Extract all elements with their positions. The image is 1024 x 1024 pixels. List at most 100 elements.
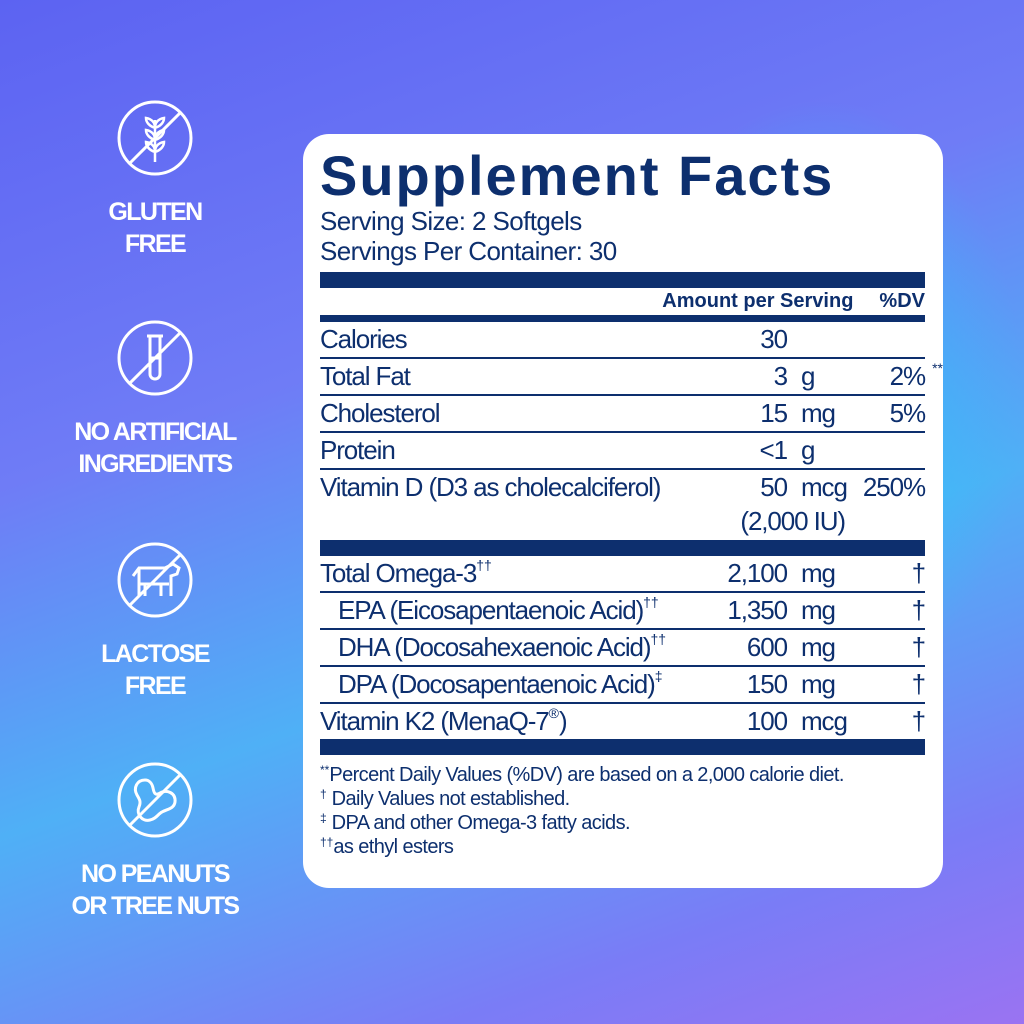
badge-no-nuts: NO PEANUTS OR TREE NUTS (55, 760, 255, 922)
badge-label: NO ARTIFICIAL (74, 418, 237, 446)
badge-no-artificial: NO ARTIFICIAL INGREDIENTS (55, 318, 255, 480)
divider-thick (320, 272, 925, 288)
nutrient-row: Cholesterol 15 mg 5% (320, 394, 927, 431)
badge-label: GLUTEN (108, 198, 203, 226)
dv-text: † (911, 632, 927, 662)
amount: 15 (687, 396, 788, 430)
nutrient-name: Protein (320, 433, 687, 467)
unit: mcg (787, 470, 848, 504)
amount: 1,350 (687, 593, 788, 627)
footnote-mark: ® (548, 705, 559, 721)
daily-value: † (845, 667, 927, 701)
nutrient-label: Protein (320, 435, 396, 465)
footnote-mark: ‡ (320, 811, 327, 825)
badge-lactose-free: LACTOSE FREE (55, 540, 255, 702)
nutrient-label-text: DPA (Docosapentaenoic Acid) (338, 669, 656, 699)
dv-value: † (911, 632, 927, 662)
nutrient-label: Total Omega-3†† (320, 557, 492, 589)
amount-value: 50 (760, 472, 788, 502)
amount-value: 3 (773, 361, 789, 391)
nutrient-row: EPA (Eicosapentaenoic Acid)†† 1,350 mg † (320, 591, 927, 628)
daily-value: 5% (845, 396, 927, 430)
nutrient-label: DHA (Docosahexaenoic Acid)†† (338, 632, 666, 663)
nutrient-label-text: Total Omega-3 (320, 558, 477, 588)
nutrient-label: DPA (Docosapentaenoic Acid)‡ (338, 668, 663, 700)
nutrient-row: Total Fat 3 g 2% ** (320, 357, 943, 394)
nutrient-label-text: Calories (320, 324, 408, 354)
unit: g (787, 359, 845, 393)
footnote-mark: ‡ (654, 668, 663, 684)
header-amount: Amount per Serving (662, 290, 854, 312)
daily-value: † (845, 593, 927, 627)
no-peanut-icon (117, 762, 193, 838)
amount: 100 (687, 704, 788, 738)
nutrient-row: Vitamin K2 (MenaQ-7®) 100 mcg † (320, 702, 927, 739)
unit-value: mg (801, 595, 836, 625)
amount: 600 (687, 630, 788, 664)
nutrient-row: Vitamin D (D3 as cholecalciferol) 50 (2,00… (320, 468, 926, 540)
footnote-text: ††as ethyl esters (320, 835, 454, 858)
footnote-body: Percent Daily Values (%DV) are based on … (329, 764, 844, 786)
dv-text: † (911, 669, 927, 699)
unit: g (787, 433, 845, 467)
no-cow-icon (117, 542, 193, 618)
badge-gluten-free: GLUTEN FREE (55, 98, 255, 260)
unit-value: mg (801, 632, 836, 662)
amount-value: 30 (760, 324, 788, 354)
amount: 150 (687, 667, 788, 701)
daily-value: † (845, 630, 927, 664)
footnote: ‡ DPA and other Omega-3 fatty acids. (320, 811, 925, 835)
footnote: ††as ethyl esters (320, 835, 925, 859)
dv-text: † (911, 595, 927, 625)
nutrient-label-text: Vitamin K2 (MenaQ-7 (320, 706, 550, 736)
nutrient-row: Calories 30 (320, 322, 925, 357)
dv-value: † (911, 669, 927, 699)
unit: mcg (787, 704, 848, 738)
nutrient-label: EPA (Eicosapentaenoic Acid)†† (338, 594, 659, 626)
amount: <1 (687, 433, 789, 467)
nutrient-row: DHA (Docosahexaenoic Acid)†† 600 mg † (320, 628, 927, 665)
footnote-mark: †† (476, 557, 492, 573)
nutrient-label-text: Total Fat (320, 361, 411, 391)
amount-value: 2,100 (727, 558, 788, 588)
nutrient-name: Total Omega-3†† (320, 556, 687, 590)
footnote: † Daily Values not established. (320, 787, 925, 811)
dv-text: † (911, 558, 927, 588)
unit-value: g (801, 361, 816, 391)
divider-thick (320, 540, 925, 556)
unit-value: g (801, 435, 816, 465)
no-gluten-wheat-icon (117, 100, 193, 176)
badge-label: FREE (124, 230, 187, 258)
footnote-mark: † (320, 787, 327, 801)
unit: mg (787, 556, 845, 590)
amount-extra: (2,000 IU) (740, 506, 846, 536)
badge-label: INGREDIENTS (78, 450, 233, 478)
footnote-text: ‡ DPA and other Omega-3 fatty acids. (320, 811, 631, 834)
supplement-facts-panel: Supplement Facts Serving Size: 2 Softgel… (303, 134, 943, 888)
no-test-tube-icon (117, 320, 193, 396)
footnote-mark: †† (643, 594, 659, 610)
nutrient-name: Total Fat (320, 359, 687, 393)
unit: mg (787, 630, 845, 664)
divider-thick (320, 739, 925, 755)
dv-value: † (911, 595, 927, 625)
dv-text: 2% (889, 361, 927, 391)
footnote-body: Daily Values not established. (326, 788, 571, 810)
nutrient-label: Total Fat (320, 361, 411, 391)
badge-label: FREE (124, 672, 187, 700)
nutrient-row: DPA (Docosapentaenoic Acid)‡ 150 mg † (320, 665, 927, 702)
nutrient-label-end: ) (558, 706, 568, 736)
daily-value: 250% (845, 470, 926, 504)
dv-value: † (911, 558, 927, 588)
amount-value: <1 (759, 435, 789, 465)
amount: 30 (687, 322, 788, 356)
nutrient-label-text: DHA (Docosahexaenoic Acid) (338, 632, 652, 662)
nutrient-label: Vitamin D (D3 as cholecalciferol) (320, 472, 661, 502)
amount: 3 (687, 359, 789, 393)
unit-value: mg (801, 398, 836, 428)
dv-value: 5% (890, 398, 927, 428)
nutrient-row: Total Omega-3†† 2,100 mg † (320, 556, 927, 591)
unit-value: mg (801, 669, 836, 699)
dv-text: † (911, 706, 927, 736)
unit: mg (787, 396, 845, 430)
